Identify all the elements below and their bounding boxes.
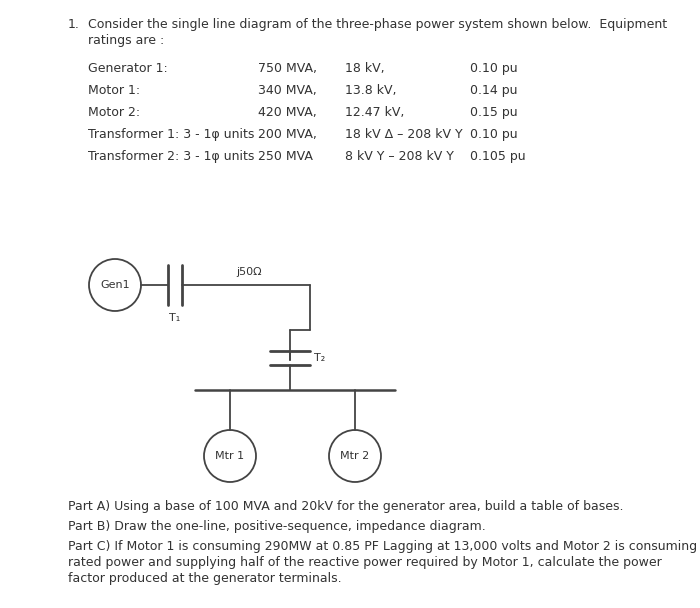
Text: 420 MVA,: 420 MVA, xyxy=(258,106,316,119)
Text: Mtr 1: Mtr 1 xyxy=(216,451,244,461)
Text: 250 MVA: 250 MVA xyxy=(258,150,313,163)
Text: Part B) Draw the one-line, positive-sequence, impedance diagram.: Part B) Draw the one-line, positive-sequ… xyxy=(68,520,486,533)
Text: T₁: T₁ xyxy=(169,313,181,323)
Text: Generator 1:: Generator 1: xyxy=(88,62,168,75)
Text: factor produced at the generator terminals.: factor produced at the generator termina… xyxy=(68,572,342,585)
Text: 750 MVA,: 750 MVA, xyxy=(258,62,317,75)
Text: 0.15 pu: 0.15 pu xyxy=(470,106,517,119)
Text: 0.105 pu: 0.105 pu xyxy=(470,150,526,163)
Text: Transformer 1: 3 - 1φ units: Transformer 1: 3 - 1φ units xyxy=(88,128,254,141)
Text: rated power and supplying half of the reactive power required by Motor 1, calcul: rated power and supplying half of the re… xyxy=(68,556,662,569)
Text: 0.10 pu: 0.10 pu xyxy=(470,128,517,141)
Text: 18 kV Δ – 208 kV Y: 18 kV Δ – 208 kV Y xyxy=(345,128,463,141)
Text: 0.10 pu: 0.10 pu xyxy=(470,62,517,75)
Text: Motor 2:: Motor 2: xyxy=(88,106,140,119)
Text: T₂: T₂ xyxy=(314,353,326,363)
Text: 12.47 kV,: 12.47 kV, xyxy=(345,106,405,119)
Text: Mtr 2: Mtr 2 xyxy=(340,451,370,461)
Text: j50Ω: j50Ω xyxy=(236,267,262,277)
Text: Gen1: Gen1 xyxy=(100,280,130,290)
Text: Motor 1:: Motor 1: xyxy=(88,84,140,97)
Text: ratings are :: ratings are : xyxy=(88,34,164,47)
Text: Transformer 2: 3 - 1φ units: Transformer 2: 3 - 1φ units xyxy=(88,150,254,163)
Text: Consider the single line diagram of the three-phase power system shown below.  E: Consider the single line diagram of the … xyxy=(88,18,667,31)
Text: 18 kV,: 18 kV, xyxy=(345,62,384,75)
Text: Part A) Using a base of 100 MVA and 20kV for the generator area, build a table o: Part A) Using a base of 100 MVA and 20kV… xyxy=(68,500,624,513)
Text: Part C) If Motor 1 is consuming 290MW at 0.85 PF Lagging at 13,000 volts and Mot: Part C) If Motor 1 is consuming 290MW at… xyxy=(68,540,697,553)
Text: 0.14 pu: 0.14 pu xyxy=(470,84,517,97)
Text: 8 kV Y – 208 kV Y: 8 kV Y – 208 kV Y xyxy=(345,150,454,163)
Text: 200 MVA,: 200 MVA, xyxy=(258,128,317,141)
Text: 340 MVA,: 340 MVA, xyxy=(258,84,316,97)
Text: 13.8 kV,: 13.8 kV, xyxy=(345,84,396,97)
Text: 1.: 1. xyxy=(68,18,80,31)
